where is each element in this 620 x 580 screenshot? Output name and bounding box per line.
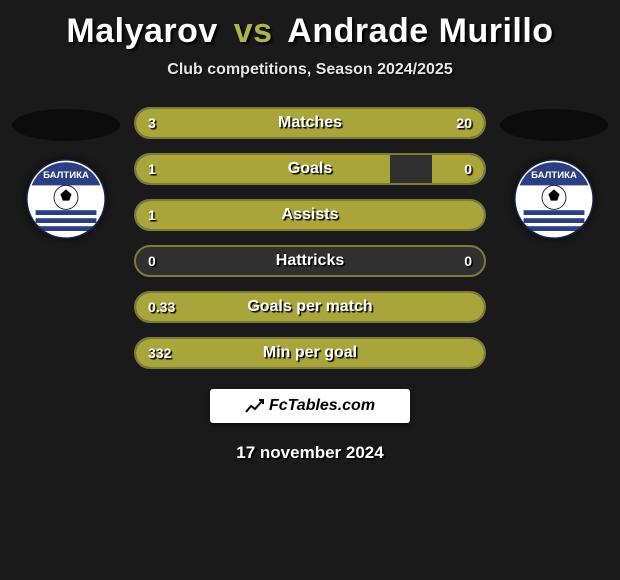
brand-bar[interactable]: FcTables.com (210, 389, 410, 423)
stat-value-right: 0 (464, 253, 472, 269)
stat-fill-left (136, 109, 181, 137)
player1-photo-shadow (12, 109, 120, 141)
chart-icon (245, 398, 265, 414)
club-crest-right: БАЛТИКА (514, 159, 594, 239)
player2-photo-shadow (500, 109, 608, 141)
club-crest-left: БАЛТИКА (26, 159, 106, 239)
right-side: БАЛТИКА (494, 107, 614, 239)
player2-name: Andrade Murillo (287, 12, 553, 50)
stat-row: Goals 1 0 (134, 153, 486, 185)
vs-separator: vs (234, 12, 273, 50)
stat-value-left: 1 (148, 161, 156, 177)
subtitle: Club competitions, Season 2024/2025 (0, 61, 620, 79)
stat-row: Assists 1 (134, 199, 486, 231)
stat-row: Goals per match 0.33 (134, 291, 486, 323)
stat-value-left: 1 (148, 207, 156, 223)
main-row: БАЛТИКА Matches 3 20 Goals 1 0 Assists 1 Hattric… (0, 107, 620, 369)
stat-label: Matches (278, 114, 342, 132)
crest-text: БАЛТИКА (531, 170, 577, 181)
stat-row: Matches 3 20 (134, 107, 486, 139)
footer-date: 17 november 2024 (0, 443, 620, 463)
brand-logo: FcTables.com (245, 397, 375, 415)
stat-value-right: 20 (456, 115, 472, 131)
stat-fill-right (432, 155, 484, 183)
left-side: БАЛТИКА (6, 107, 126, 239)
stat-label: Assists (282, 206, 339, 224)
stat-row: Min per goal 332 (134, 337, 486, 369)
stat-value-left: 0 (148, 253, 156, 269)
stat-value-right: 0 (464, 161, 472, 177)
stat-value-left: 3 (148, 115, 156, 131)
brand-label: FcTables.com (269, 397, 375, 415)
crest-text: БАЛТИКА (43, 170, 89, 181)
stat-label: Goals per match (247, 298, 372, 316)
stats-column: Matches320Goals10Assists1Hattricks00Goal… (126, 107, 494, 369)
page-title: Malyarov vs Andrade Murillo (0, 8, 620, 61)
comparison-card: Malyarov vs Andrade Murillo Club competi… (0, 0, 620, 463)
stat-row: Hattricks 0 0 (134, 245, 486, 277)
stat-label: Hattricks (276, 252, 344, 270)
player1-name: Malyarov (66, 12, 217, 50)
stat-value-left: 0.33 (148, 299, 175, 315)
stat-value-left: 332 (148, 345, 171, 361)
stat-fill-left (136, 155, 390, 183)
stat-label: Goals (288, 160, 332, 178)
stat-label: Min per goal (263, 344, 357, 362)
